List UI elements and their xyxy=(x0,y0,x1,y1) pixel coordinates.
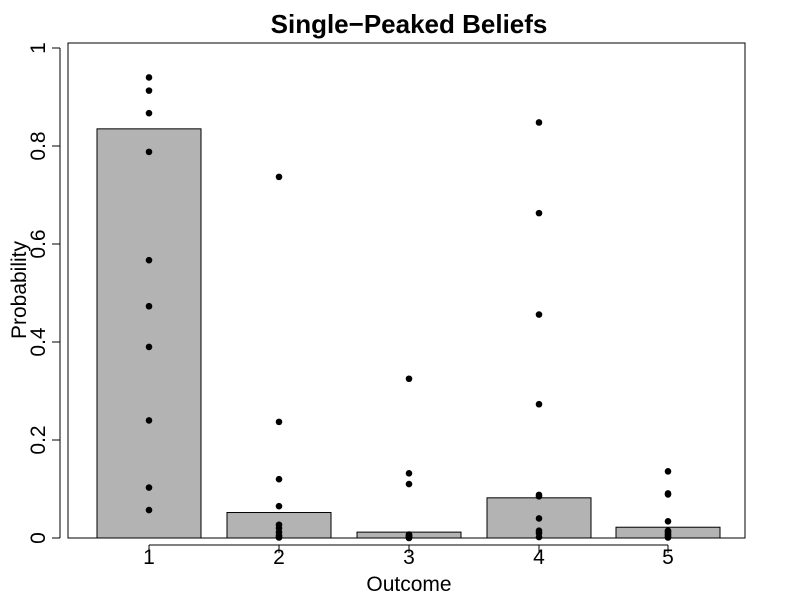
data-point-4-7 xyxy=(535,515,543,522)
x-axis: 1 2 3 4 5 xyxy=(143,544,674,569)
y-axis-label: Probability xyxy=(8,240,31,339)
data-point-4-1 xyxy=(535,119,543,126)
data-point-1-10 xyxy=(145,506,153,514)
data-point-2-4 xyxy=(275,502,283,510)
data-point-4-10 xyxy=(535,533,543,541)
data-point-1-9 xyxy=(145,484,153,491)
x-tick-label: 2 xyxy=(273,546,285,569)
y-tick-label: 1 xyxy=(27,42,50,54)
data-point-1-6 xyxy=(145,302,153,310)
data-point-1-8 xyxy=(145,417,153,424)
chart-title: Single−Peaked Beliefs xyxy=(271,9,548,39)
bar-1 xyxy=(96,128,202,539)
y-tick-label: 0.2 xyxy=(27,425,50,454)
y-axis: 0 0.2 0.4 0.6 0.8 1 xyxy=(27,42,61,544)
data-point-1-2 xyxy=(145,87,153,94)
data-point-3-2 xyxy=(405,470,413,477)
data-point-4-6 xyxy=(535,493,543,500)
y-tick-label: 0.8 xyxy=(27,131,50,160)
data-point-1-5 xyxy=(145,256,153,264)
data-point-2-2 xyxy=(275,418,283,426)
data-point-2-3 xyxy=(275,475,283,483)
data-point-2-1 xyxy=(275,173,283,181)
y-tick-label: 0.4 xyxy=(27,327,50,357)
data-point-5-1 xyxy=(664,468,672,475)
data-point-3-3 xyxy=(405,480,413,488)
data-point-5-4 xyxy=(664,518,672,525)
plot-frame xyxy=(67,42,746,539)
data-point-1-7 xyxy=(145,343,153,351)
data-point-4-4 xyxy=(535,400,543,408)
data-point-4-3 xyxy=(535,311,543,318)
data-point-1-1 xyxy=(145,74,153,81)
x-tick-label: 1 xyxy=(143,546,155,569)
y-tick-label: 0 xyxy=(27,532,50,544)
y-tick-label: 0.6 xyxy=(27,229,50,258)
data-point-1-4 xyxy=(145,148,153,156)
bars-layer xyxy=(96,128,721,539)
x-tick-label: 4 xyxy=(533,546,545,569)
data-point-3-1 xyxy=(405,375,413,383)
data-point-1-3 xyxy=(145,109,153,117)
x-axis-label: Outcome xyxy=(366,573,451,596)
points-layer xyxy=(145,74,672,542)
data-point-4-2 xyxy=(535,209,543,217)
x-tick-label: 3 xyxy=(403,546,415,569)
x-tick-label: 5 xyxy=(662,546,674,569)
data-point-5-3 xyxy=(664,491,672,498)
